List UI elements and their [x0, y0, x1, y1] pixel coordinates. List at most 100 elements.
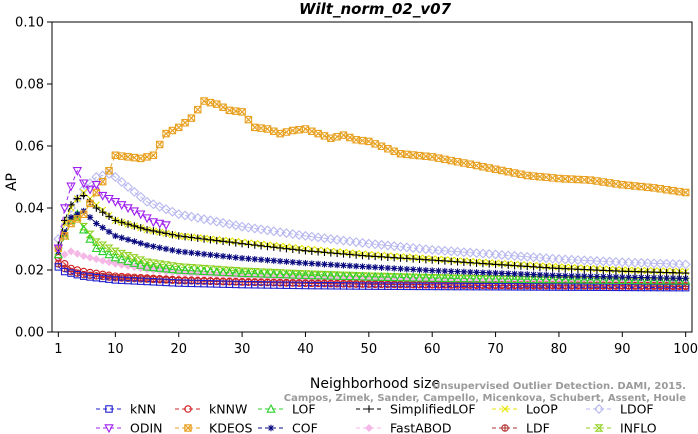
- series-kdeos: [54, 97, 690, 253]
- data-point-kdeos: [181, 119, 189, 127]
- legend-item-odin: ODIN: [96, 421, 163, 434]
- data-point-kdeos: [270, 127, 278, 136]
- data-point-simplifiedlof: [498, 261, 506, 269]
- data-point-cof: [435, 267, 442, 275]
- data-point-cof: [175, 248, 182, 255]
- data-point-cof: [492, 269, 499, 277]
- data-point-ldof: [572, 255, 583, 266]
- data-point-cof: [378, 264, 385, 271]
- data-point-cof: [593, 273, 601, 280]
- data-point-cof: [302, 259, 309, 267]
- data-point-kdeos: [295, 125, 303, 134]
- legend-marker: [267, 424, 275, 432]
- y-axis-title: AP: [4, 173, 20, 191]
- data-point-inflo: [104, 244, 114, 253]
- legend-label: kNNW: [209, 402, 247, 417]
- data-point-simplifiedlof: [143, 226, 151, 234]
- data-point-lof: [389, 272, 399, 282]
- data-point-simplifiedlof: [637, 268, 646, 276]
- data-point-simplifiedlof: [510, 261, 519, 270]
- data-point-inflo: [117, 249, 127, 258]
- data-point-fastabod: [149, 266, 158, 275]
- data-point-lof: [345, 271, 355, 281]
- data-point-inflo: [110, 247, 120, 256]
- data-point-lof: [332, 270, 342, 280]
- data-point-simplifiedlof: [643, 268, 652, 276]
- data-point-lof: [592, 274, 602, 284]
- data-point-cof: [473, 269, 480, 276]
- data-point-kdeos: [162, 129, 170, 138]
- data-point-lof: [262, 268, 273, 278]
- data-point-lof: [155, 262, 165, 272]
- data-point-lof: [528, 274, 539, 284]
- data-point-lof: [395, 272, 406, 282]
- chart-title: Wilt_norm_02_v07: [299, 0, 452, 18]
- data-point-lof: [300, 270, 311, 280]
- data-point-simplifiedlof: [105, 212, 113, 220]
- data-point-simplifiedlof: [301, 247, 310, 255]
- data-point-simplifiedlof: [92, 204, 101, 212]
- data-point-ldof: [649, 258, 659, 269]
- data-point-lof: [97, 246, 108, 256]
- data-point-cof: [587, 273, 594, 280]
- data-point-knn: [54, 263, 63, 271]
- data-point-cof: [371, 264, 379, 271]
- data-point-simplifiedlof: [529, 263, 538, 271]
- x-tick-label: 60: [424, 342, 441, 357]
- data-point-kdeos: [637, 182, 646, 191]
- data-point-cof: [682, 275, 689, 282]
- data-point-cof: [321, 261, 328, 268]
- data-point-lof: [383, 272, 393, 281]
- legend-marker: [184, 424, 192, 432]
- data-point-ldof: [205, 215, 216, 226]
- data-point-kdeos: [238, 108, 246, 116]
- watermark: Campos, Zimek, Sander, Campello, Micenko…: [284, 381, 686, 404]
- data-point-cof: [676, 275, 683, 282]
- data-point-lof: [338, 271, 349, 280]
- legend-marker: [365, 424, 373, 432]
- data-point-cof: [226, 253, 233, 261]
- data-point-lof: [414, 272, 425, 282]
- data-point-cof: [219, 252, 227, 260]
- data-point-odin: [155, 219, 165, 229]
- series-line-kdeos: [57, 100, 686, 249]
- data-point-cof: [422, 267, 430, 274]
- data-point-kdeos: [244, 115, 253, 124]
- data-point-kdeos: [219, 103, 227, 111]
- legend: kNN kNNW LOF SimplifiedLOF LoOP LDOF ODIN KDEOS…: [96, 402, 657, 434]
- legend-item-knn: kNN: [96, 402, 156, 417]
- data-point-cof: [93, 220, 100, 227]
- data-point-ldof: [66, 203, 76, 213]
- data-point-lof: [364, 271, 374, 281]
- y-tick-label: 0.04: [15, 202, 44, 217]
- data-point-kdeos: [567, 175, 576, 183]
- data-point-simplifiedlof: [295, 246, 303, 254]
- data-point-kdeos: [193, 105, 202, 114]
- y-tick-label: 0.02: [15, 264, 44, 279]
- series-inflo: [53, 213, 691, 286]
- data-point-simplifiedlof: [156, 228, 164, 236]
- data-point-lof: [433, 272, 444, 282]
- data-point-cof: [137, 240, 144, 247]
- data-point-simplifiedlof: [111, 216, 120, 225]
- data-point-lof: [275, 269, 285, 279]
- data-point-ldof: [389, 241, 400, 252]
- data-point-simplifiedlof: [555, 264, 563, 273]
- data-point-ldof: [313, 232, 324, 243]
- data-point-ldof: [180, 210, 191, 221]
- data-point-simplifiedlof: [327, 249, 335, 257]
- data-point-cof: [524, 271, 531, 278]
- data-point-ldof: [433, 245, 444, 256]
- plot-area: [53, 97, 691, 292]
- data-point-lof: [174, 264, 184, 274]
- data-point-cof: [257, 256, 265, 263]
- data-point-lof: [136, 259, 146, 269]
- data-point-simplifiedlof: [472, 259, 481, 267]
- x-tick-label: 90: [614, 342, 631, 357]
- data-point-simplifiedlof: [79, 191, 88, 200]
- legend-item-loop: LoOP: [492, 402, 558, 417]
- data-point-simplifiedlof: [257, 242, 265, 250]
- data-point-simplifiedlof: [384, 253, 392, 261]
- data-point-lof: [78, 224, 89, 234]
- data-point-kdeos: [168, 126, 177, 135]
